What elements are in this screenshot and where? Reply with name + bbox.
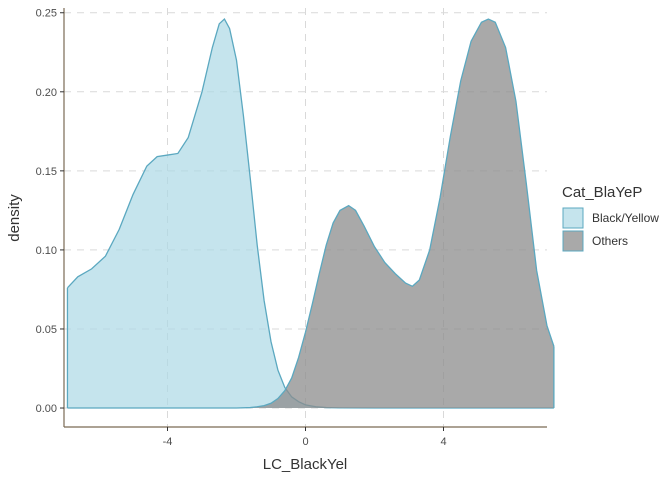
y-tick-label: 0.25 <box>36 8 57 20</box>
y-tick-label: 0.10 <box>36 245 57 257</box>
y-tick-label: 0.15 <box>36 166 57 178</box>
x-tick-label: 4 <box>440 436 446 448</box>
legend-key-others <box>562 230 584 252</box>
y-tick-label: 0.05 <box>36 324 57 336</box>
density-area-others <box>67 19 554 409</box>
density-areas <box>66 18 555 409</box>
legend-title: Cat_BlaYeP <box>562 184 642 201</box>
y-axis-title: density <box>6 194 23 242</box>
x-tick-label: -4 <box>163 436 173 448</box>
legend-key-black-yellow <box>562 207 584 229</box>
x-tick-label: 0 <box>302 436 308 448</box>
ticks: 0.00 0.05 0.10 0.15 0.20 0.25 -4 0 4 <box>36 8 447 448</box>
y-tick-label: 0.20 <box>36 87 57 99</box>
density-line-others <box>67 18 555 409</box>
legend-label-others: Others <box>592 234 628 248</box>
legend: Cat_BlaYeP Black/Yellow Others <box>562 184 659 252</box>
legend-label-black-yellow: Black/Yellow <box>592 211 659 225</box>
x-axis-title: LC_BlackYel <box>263 456 348 473</box>
density-area-black-yellow <box>67 19 554 409</box>
y-tick-label: 0.00 <box>36 403 57 415</box>
